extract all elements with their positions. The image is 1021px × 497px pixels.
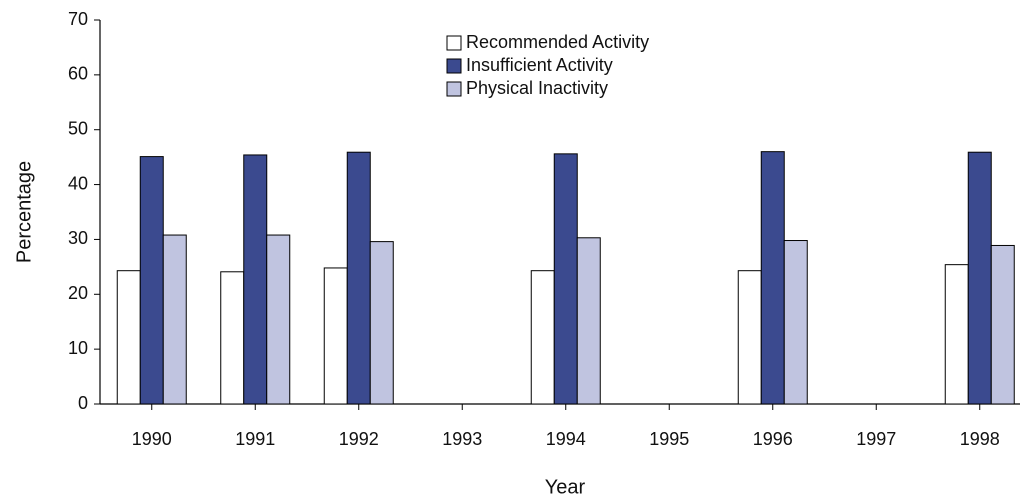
y-tick-label: 50	[68, 118, 88, 138]
legend-swatch	[446, 35, 462, 51]
bar	[116, 270, 141, 405]
x-tick-label: 1993	[442, 429, 482, 449]
x-tick-label: 1994	[546, 429, 586, 449]
bar	[323, 267, 348, 405]
y-tick-label: 60	[68, 64, 88, 84]
y-tick-label: 0	[78, 393, 88, 413]
y-tick-label: 20	[68, 283, 88, 303]
legend-swatch	[446, 81, 462, 97]
x-tick-label: 1992	[339, 429, 379, 449]
bar	[760, 151, 785, 405]
bar	[553, 153, 578, 405]
x-tick-label: 1996	[753, 429, 793, 449]
bar	[530, 270, 555, 405]
bar	[369, 241, 394, 405]
x-tick-label: 1998	[960, 429, 1000, 449]
y-tick-label: 30	[68, 228, 88, 248]
x-axis-label: Year	[545, 476, 586, 497]
legend-label: Physical Inactivity	[466, 78, 608, 98]
bar	[737, 270, 762, 405]
bar	[944, 264, 969, 405]
x-tick-label: 1995	[649, 429, 689, 449]
y-tick-label: 40	[68, 173, 88, 193]
bar	[243, 154, 268, 405]
bar	[266, 234, 291, 405]
legend-swatch	[446, 58, 462, 74]
x-tick-label: 1991	[235, 429, 275, 449]
legend-label: Recommended Activity	[466, 32, 649, 52]
bar	[162, 234, 187, 405]
bar	[139, 156, 164, 405]
x-tick-label: 1997	[856, 429, 896, 449]
bar	[990, 244, 1015, 405]
y-tick-label: 70	[68, 9, 88, 29]
bar	[576, 237, 601, 405]
y-axis-label: Percentage	[13, 161, 35, 263]
legend-label: Insufficient Activity	[466, 55, 613, 75]
x-tick-label: 1990	[132, 429, 172, 449]
bar	[220, 271, 245, 405]
bar	[967, 151, 992, 405]
y-tick-label: 10	[68, 338, 88, 358]
bar	[783, 240, 808, 405]
bar	[346, 151, 371, 405]
